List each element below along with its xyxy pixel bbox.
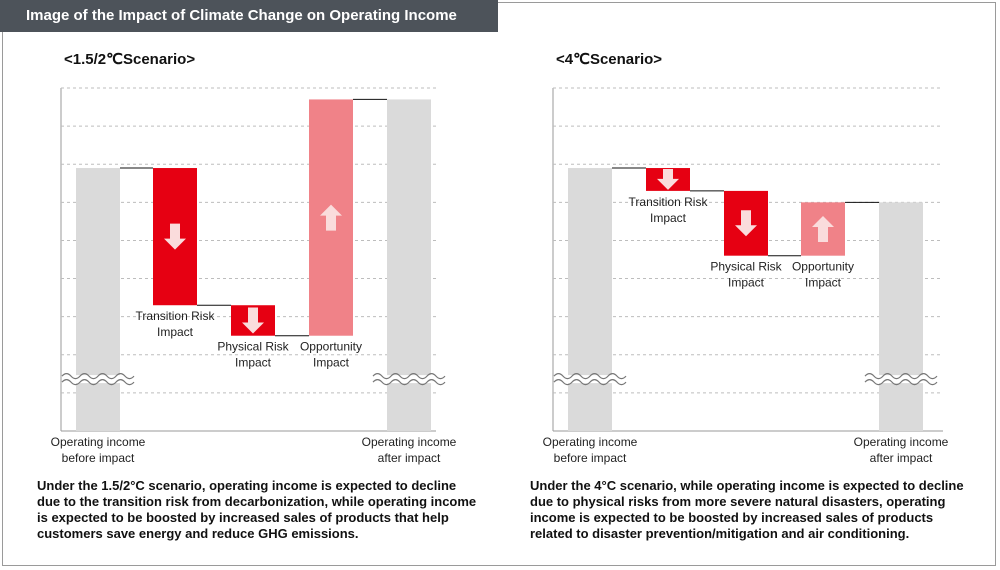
arrow-down-icon — [242, 307, 264, 334]
break-mark-icon — [61, 373, 135, 380]
step-label-line: after impact — [378, 451, 441, 465]
step-label: Transition Risk Impact — [629, 195, 709, 225]
break-mark-icon — [61, 379, 135, 386]
break-mark-icon — [553, 379, 627, 386]
arrow-down-icon — [657, 169, 679, 190]
step-label-line: Opportunity — [300, 340, 362, 354]
scenario-title-4c: <4℃Scenario> — [556, 51, 663, 68]
step-label: Transition Risk Impact — [136, 309, 216, 339]
step-label-line: Impact — [805, 276, 842, 290]
break-mark-icon — [372, 373, 446, 380]
step-label: Physical Risk Impact — [217, 340, 289, 370]
income-bar — [879, 202, 923, 431]
step-label-line: Transition Risk — [136, 309, 216, 323]
figure-title: Image of the Impact of Climate Change on… — [0, 0, 498, 32]
step-label-line: Impact — [157, 325, 194, 339]
step-label: Operating income before impact — [543, 435, 638, 465]
scenario-title-1.5-2c: <1.5/2℃Scenario> — [64, 51, 196, 68]
step-label-line: Operating income — [543, 435, 638, 449]
step-label: Operating income after impact — [362, 435, 457, 465]
arrow-up-icon — [320, 204, 342, 231]
step-label-line: before impact — [554, 451, 627, 465]
arrow-down-icon — [164, 223, 186, 250]
break-mark-icon — [864, 373, 938, 380]
step-label-line: Impact — [313, 356, 350, 370]
break-gap — [373, 375, 445, 384]
step-label-line: Operating income — [362, 435, 457, 449]
step-label: Opportunity Impact — [792, 260, 854, 290]
step-label-line: Operating income — [854, 435, 949, 449]
income-bar — [76, 168, 120, 432]
step-label-line: Impact — [728, 276, 765, 290]
break-gap — [62, 375, 134, 384]
step-label-line: Impact — [650, 211, 687, 225]
break-mark-icon — [372, 379, 446, 386]
step-label-line: after impact — [870, 451, 933, 465]
step-label-line: Transition Risk — [629, 195, 709, 209]
step-label: Physical Risk Impact — [710, 260, 782, 290]
break-mark-icon — [864, 379, 938, 386]
break-gap — [865, 375, 937, 384]
break-mark-icon — [553, 373, 627, 380]
step-label-line: Opportunity — [792, 260, 854, 274]
step-label: Operating income after impact — [854, 435, 949, 465]
arrow-down-icon — [735, 210, 757, 237]
description-4c: Under the 4°C scenario, while operating … — [530, 478, 964, 541]
break-gap — [554, 375, 626, 384]
step-label-line: Physical Risk — [217, 340, 289, 354]
step-label: Opportunity Impact — [300, 340, 362, 370]
step-label-line: before impact — [62, 451, 135, 465]
step-label-line: Physical Risk — [710, 260, 782, 274]
arrow-up-icon — [812, 216, 834, 243]
income-bar — [568, 168, 612, 432]
step-label: Operating income before impact — [51, 435, 146, 465]
step-label-line: Operating income — [51, 435, 146, 449]
step-label-line: Impact — [235, 356, 272, 370]
description-1.5-2c: Under the 1.5/2°C scenario, operating in… — [37, 478, 477, 541]
